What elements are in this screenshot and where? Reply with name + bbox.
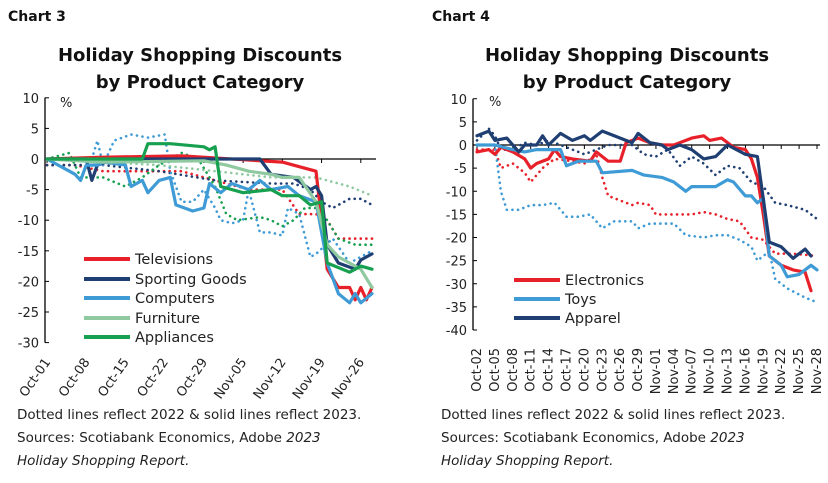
series-line-toys-2023	[475, 143, 819, 279]
series-line-appliances-2022	[45, 151, 374, 246]
y-tick-label: -30	[446, 278, 467, 293]
x-tick-label: Nov-13	[721, 348, 736, 394]
legend: Electronics Toys Apparel	[514, 273, 644, 327]
x-tick-label: Nov-05	[212, 356, 251, 403]
x-tick-label: Oct-26	[613, 348, 628, 392]
legend-label: Televisions	[134, 252, 213, 268]
footnote-line3: Holiday Shopping Report.	[17, 453, 189, 469]
x-tick-label: Nov-28	[810, 348, 825, 394]
series-line-electronics-2023	[475, 134, 813, 293]
series-line-computers-2022	[45, 133, 374, 265]
series-line-appliances-2023	[45, 142, 374, 274]
x-tick-label: Nov-19	[290, 356, 329, 403]
legend-label: Toys	[564, 292, 596, 308]
x-tick-label: Nov-01	[649, 348, 664, 394]
y-tick-label: -15	[18, 245, 39, 260]
footnote-line2: Sources: Scotiabank Economics, Adobe 202…	[17, 430, 321, 446]
x-tick-label: Nov-26	[329, 356, 368, 403]
footnote-source-year: 2023	[710, 430, 744, 446]
y-tick-label: -10	[18, 214, 39, 229]
y-tick-label: 5	[31, 122, 39, 137]
legend-label: Computers	[135, 291, 215, 307]
footnote: Dotted lines reflect 2022 & solid lines …	[441, 407, 785, 469]
series-line-toys-2022	[475, 143, 819, 304]
x-tick-label: Nov-25	[792, 348, 807, 394]
series-line-sporting-goods-2022	[45, 163, 374, 210]
x-tick-label: Oct-14	[542, 348, 557, 392]
x-tick-label: Nov-07	[685, 348, 700, 394]
chart-number: Chart 3	[8, 9, 66, 25]
y-tick-label: -40	[446, 324, 467, 339]
series-line-furniture-2023	[45, 157, 374, 290]
legend-label: Sporting Goods	[135, 272, 247, 288]
x-tick-label: Oct-29	[631, 348, 646, 392]
y-tick-label: 10	[22, 92, 39, 107]
x-tick-label: Oct-15	[95, 356, 132, 400]
x-tick-label: Nov-16	[738, 348, 753, 394]
x-tick-label: Oct-11	[524, 348, 539, 392]
y-tick-label: -20	[18, 275, 39, 290]
legend-label: Apparel	[565, 311, 621, 327]
legend-label: Electronics	[565, 273, 644, 289]
x-tick-label: Nov-10	[703, 348, 718, 394]
chart-title-line1: Holiday Shopping Discounts	[58, 45, 342, 66]
x-tick-label: Oct-08	[56, 356, 93, 400]
footnote-line3: Holiday Shopping Report.	[441, 453, 613, 469]
x-tick-label: Oct-29	[174, 356, 211, 400]
x-tick-label: Oct-08	[506, 348, 521, 392]
x-tick-label: Nov-12	[251, 356, 290, 403]
x-tick-label: Nov-19	[756, 348, 771, 394]
y-tick-label: -25	[446, 255, 467, 270]
footnote: Dotted lines reflect 2022 & solid lines …	[17, 407, 361, 469]
x-tick-label: Oct-02	[470, 348, 485, 392]
y-tick-label: 10	[450, 93, 467, 108]
y-tick-label: 5	[459, 116, 467, 131]
series-line-apparel-2022	[475, 127, 819, 221]
x-tick-label: Oct-23	[595, 348, 610, 392]
y-tick-label: -10	[446, 185, 467, 200]
series-line-furniture-2022	[45, 157, 374, 197]
chart-title-line2: by Product Category	[523, 72, 732, 93]
chart-title-line2: by Product Category	[96, 72, 305, 93]
legend-label: Appliances	[135, 330, 214, 346]
x-tick-label: Oct-22	[135, 356, 172, 400]
legend-label: Furniture	[135, 311, 200, 327]
footnote-source-year: 2023	[286, 430, 320, 446]
footnote-line2: Sources: Scotiabank Economics, Adobe 202…	[441, 430, 745, 446]
x-tick-label: Oct-01	[17, 356, 54, 400]
y-unit-label: %	[489, 95, 501, 110]
y-tick-label: -30	[18, 337, 39, 352]
y-tick-label: -25	[18, 306, 39, 321]
footnote-line1: Dotted lines reflect 2022 & solid lines …	[441, 407, 785, 423]
chart-4: Chart 4 Holiday Shopping Discounts by Pr…	[432, 9, 825, 469]
y-tick-label: 0	[459, 139, 467, 154]
y-tick-label: -20	[446, 232, 467, 247]
footnote-source: Sources: Scotiabank Economics, Adobe	[17, 430, 286, 446]
series-line-apparel-2023	[475, 129, 813, 260]
chart-3: Chart 3 Holiday Shopping Discounts by Pr…	[8, 9, 376, 469]
chart-number: Chart 4	[432, 9, 490, 25]
footnote-line1: Dotted lines reflect 2022 & solid lines …	[17, 407, 361, 423]
x-tick-label: Oct-20	[577, 348, 592, 392]
chart-title-line1: Holiday Shopping Discounts	[485, 45, 769, 66]
legend: Televisions Sporting Goods Computers Furnit…	[84, 252, 247, 346]
x-tick-label: Oct-17	[559, 348, 574, 392]
y-unit-label: %	[60, 96, 72, 111]
x-tick-label: Nov-04	[667, 348, 682, 394]
x-tick-label: Nov-22	[774, 348, 789, 394]
y-tick-label: -15	[446, 208, 467, 223]
y-tick-label: -5	[454, 162, 467, 177]
x-tick-label: Oct-05	[488, 348, 503, 392]
series-line-electronics-2022	[475, 148, 819, 258]
y-tick-label: -35	[446, 301, 467, 316]
y-tick-label: -5	[26, 184, 39, 199]
y-tick-label: 0	[31, 153, 39, 168]
footnote-source: Sources: Scotiabank Economics, Adobe	[441, 430, 710, 446]
